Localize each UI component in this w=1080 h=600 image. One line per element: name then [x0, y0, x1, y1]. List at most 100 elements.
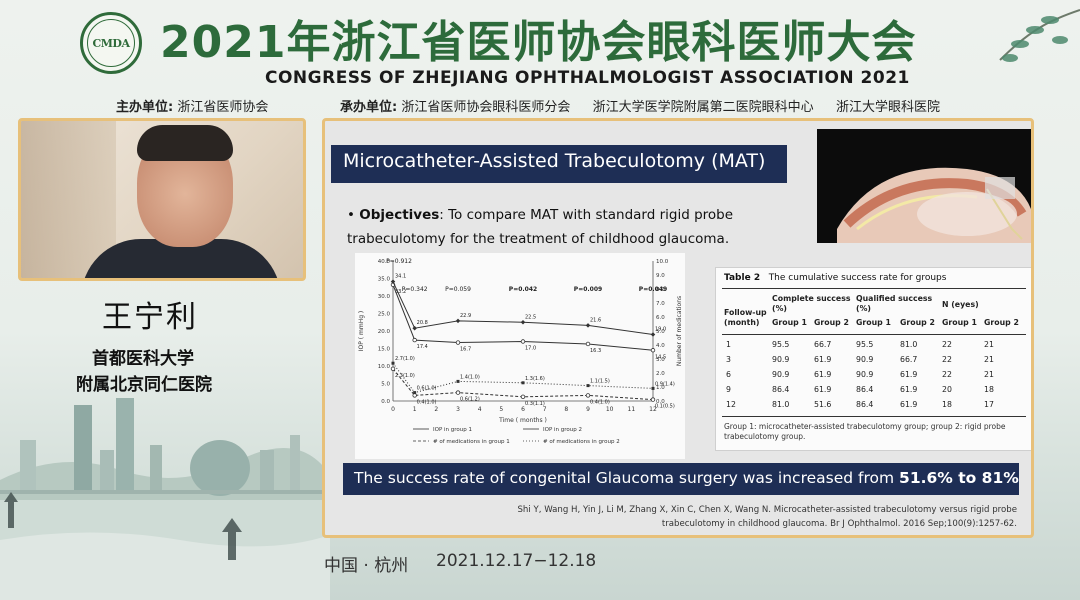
table-cell: 90.9 [856, 355, 874, 364]
data-label: 0.4(1.0) [590, 399, 610, 405]
data-label: 16.7 [460, 347, 471, 353]
citation-line-2: trabeculotomy in childhood glaucoma. Br … [661, 519, 1017, 529]
table-cell: 66.7 [900, 355, 918, 364]
data-label: 1.3(1.6) [525, 376, 545, 382]
y2-tick-label: 6.0 [656, 315, 665, 321]
data-point [412, 393, 417, 398]
table-cell: 95.5 [772, 340, 790, 349]
data-point [412, 325, 417, 331]
series-line [392, 284, 654, 351]
table-cell: 17 [984, 400, 994, 409]
y-tick-label: 15.0 [378, 347, 391, 353]
data-label: 1.1(1.5) [590, 379, 610, 385]
table-cell: 81.0 [900, 340, 918, 349]
table-cell: 66.7 [814, 340, 832, 349]
data-label: 33.2 [395, 289, 406, 295]
table-cell: 61.9 [814, 370, 832, 379]
table-cell: 86.4 [856, 385, 874, 394]
co-organizer-1: 浙江省医师协会眼科医师分会 [401, 100, 571, 115]
data-point [585, 323, 591, 328]
data-point [390, 366, 396, 371]
y-tick-label: 10.0 [378, 364, 391, 370]
y-tick-label: 5.0 [381, 382, 390, 388]
col-n-eyes: N (eyes) [942, 300, 979, 309]
slide-title-bar: Microcatheter-Assisted Trabeculotomy (MA… [331, 145, 787, 183]
p-value-label: P=0.912 [386, 258, 412, 265]
table-cell: 81.0 [772, 400, 790, 409]
objectives-label: Objectives [359, 207, 440, 223]
data-point [586, 384, 590, 388]
table-footnote: Group 1: microcatheter-assisted trabecul… [724, 422, 1006, 441]
y-axis-title: IOP ( mmHg ) [358, 311, 365, 352]
table-cell: 6 [726, 370, 731, 379]
table-header-rule [722, 334, 1026, 335]
citation: Shi Y, Wang H, Yin J, Li M, Zhang X, Xin… [517, 503, 1017, 531]
speaker-video[interactable] [18, 118, 306, 281]
data-label: 0.6(1.0) [417, 386, 437, 392]
legend-label: # of medications in group 2 [543, 439, 620, 445]
y2-tick-label: 4.0 [656, 343, 665, 349]
speaker-affiliation-2: 附属北京同仁医院 [76, 375, 212, 395]
x-tick-label: 2 [434, 406, 438, 413]
data-label: 17.4 [417, 344, 428, 350]
data-point [585, 393, 591, 398]
logo-ring: CMDA [87, 19, 135, 67]
x-tick-label: 1 [413, 406, 417, 413]
x-tick-label: 11 [628, 406, 636, 413]
y-tick-label: 20.0 [378, 329, 391, 335]
data-label: 0.1(0.5) [655, 404, 675, 410]
y2-tick-label: 9.0 [656, 273, 665, 279]
p-value-label: P=0.042 [509, 286, 537, 293]
legend-label: IOP in group 1 [433, 427, 472, 433]
p-value-label: P=0.059 [445, 286, 471, 293]
conference-title-cn: 2021年浙江省医师协会眼科医师大会 [160, 17, 917, 68]
co-organizer-line: 承办单位: 浙江省医师协会眼科医师分会 浙江大学医学院附属第二医院眼科中心 浙江… [340, 96, 940, 115]
data-label: 21.6 [590, 317, 601, 323]
table-cell: 90.9 [772, 370, 790, 379]
co-organizer-2: 浙江大学医学院附属第二医院眼科中心 [592, 100, 814, 115]
event-location: 中国 · 杭州 [324, 556, 409, 576]
y-tick-label: 40.0 [378, 259, 391, 265]
success-rate-highlight: 51.6% to 81% [899, 469, 1019, 487]
x-tick-label: 5 [499, 406, 503, 413]
y2-tick-label: 5.0 [656, 329, 665, 335]
table-cell: 21 [984, 340, 994, 349]
success-rate-table: Table 2 The cumulative success rate for … [715, 267, 1031, 451]
data-label: 0.6(1.2) [460, 397, 480, 403]
table-cell: 61.9 [900, 400, 918, 409]
x-tick-label: 8 [564, 406, 568, 413]
table-cell: 61.9 [900, 385, 918, 394]
success-rate-text: The success rate of congenital Glaucoma … [354, 469, 1019, 487]
presentation-slide[interactable]: Microcatheter-Assisted Trabeculotomy (MA… [322, 118, 1034, 538]
event-dates: 2021.12.17−12.18 [436, 551, 597, 571]
data-label: 20.8 [417, 320, 428, 326]
table-top-rule [722, 288, 1026, 289]
table-title-text: The cumulative success rate for groups [768, 273, 947, 283]
y2-tick-label: 7.0 [656, 301, 665, 307]
series-line [392, 368, 654, 401]
x-axis-title: Time ( months ) [498, 417, 547, 424]
cmda-logo: CMDA [80, 12, 142, 74]
pine-branch-decoration [999, 9, 1080, 62]
data-label: 19.0 [655, 327, 666, 333]
col-complete-success: Complete success (%) [772, 294, 851, 313]
table-cell: 21 [984, 370, 994, 379]
objectives-bullet: • Objectives: To compare MAT with standa… [347, 203, 767, 251]
x-tick-label: 0 [391, 406, 395, 413]
series-line [392, 362, 654, 394]
data-label: 1.4(1.0) [460, 374, 480, 380]
data-point [521, 381, 525, 385]
data-label: 34.1 [395, 274, 406, 280]
table-title: Table 2 The cumulative success rate for … [724, 273, 946, 283]
table-cell: 61.9 [900, 370, 918, 379]
table-cell: 22 [942, 340, 952, 349]
data-point [455, 340, 461, 345]
data-label: 22.5 [525, 314, 536, 320]
table-cell: 61.9 [814, 355, 832, 364]
data-label: 0.3(1.1) [525, 401, 545, 407]
x-tick-label: 3 [456, 406, 460, 413]
col-group1-qualified: Group 1 [856, 318, 891, 327]
x-tick-label: 12 [649, 406, 657, 413]
hangzhou-skyline-illustration [0, 398, 330, 600]
table-cell: 1 [726, 340, 731, 349]
